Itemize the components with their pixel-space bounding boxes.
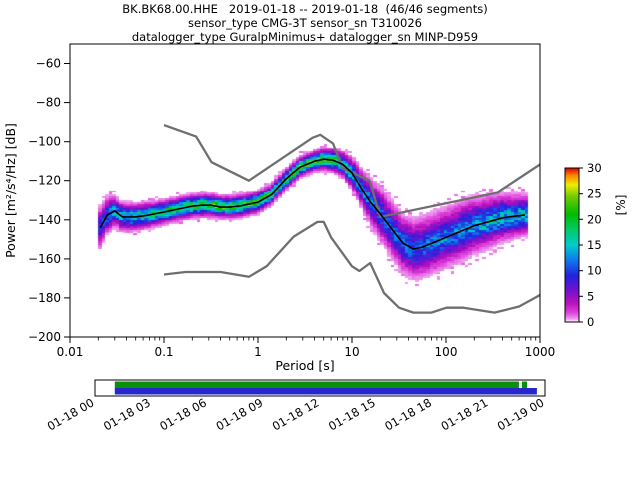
x-tick-label: 1 (254, 345, 262, 359)
y-tick-label: −80 (36, 96, 61, 110)
colorbar: 0 5 10 15 20 25 30 [%] (564, 161, 628, 329)
psd-histogram-canvas (70, 44, 540, 337)
timeline-tick-label: 01-18 03 (101, 395, 153, 433)
y-tick-label: −180 (28, 291, 61, 305)
timeline-tick-label: 01-18 09 (214, 395, 266, 433)
figure-title: BK.BK68.00.HHE 2019-01-18 -- 2019-01-18 … (122, 2, 488, 16)
colorbar-tick-label: 20 (587, 212, 602, 226)
timeline-tick-label: 01-19 00 (495, 395, 547, 433)
timeline: 01-18 00 01-18 03 01-18 06 01-18 09 01-18 12… (45, 379, 547, 433)
y-axis-label: Power [m²/s⁴/Hz] [dB] (3, 123, 18, 258)
y-tick-label: −160 (28, 252, 61, 266)
y-tick-label: −120 (28, 174, 61, 188)
x-tick-label: 10 (344, 345, 359, 359)
colorbar-gradient (564, 167, 580, 323)
timeline-data-segment (114, 388, 537, 395)
colorbar-label: [%] (614, 195, 628, 216)
colorbar-tick-label: 0 (587, 315, 594, 329)
y-axis: −200 −180 −160 −140 −120 −100 −80 −60 Power [m²/… (3, 57, 70, 344)
colorbar-tick-label: 10 (587, 264, 602, 278)
timeline-coverage-segment (522, 381, 527, 388)
x-axis: 0.01 0.1 1 10 100 1000 Period [s] (57, 337, 556, 373)
timeline-tick-label: 01-18 06 (157, 395, 209, 433)
x-tick-label: 0.01 (57, 345, 84, 359)
y-tick-label: −60 (36, 57, 61, 71)
x-tick-label: 100 (435, 345, 458, 359)
colorbar-tick-label: 5 (587, 289, 594, 303)
timeline-tick-label: 01-18 12 (270, 395, 322, 433)
timeline-tick-label: 01-18 15 (326, 395, 378, 433)
timeline-tick-label: 01-18 21 (439, 395, 491, 433)
colorbar-tick-label: 15 (587, 238, 602, 252)
x-axis-label: Period [s] (275, 358, 334, 373)
colorbar-tick-label: 25 (587, 187, 602, 201)
x-tick-label: 1000 (525, 345, 556, 359)
y-tick-label: −200 (28, 330, 61, 344)
colorbar-tick-label: 30 (587, 161, 602, 175)
y-tick-label: −140 (28, 213, 61, 227)
figure-subtitle-datalogger: datalogger_type GuralpMinimus+ datalogge… (131, 30, 479, 44)
figure-subtitle-sensor: sensor_type CMG-3T sensor_sn T310026 (188, 16, 422, 30)
timeline-coverage-segment (114, 381, 519, 388)
timeline-tick-label: 01-18 00 (45, 395, 97, 433)
y-tick-label: −100 (28, 135, 61, 149)
timeline-frame (94, 379, 546, 397)
x-tick-label: 0.1 (154, 345, 173, 359)
timeline-tick-label: 01-18 18 (382, 395, 434, 433)
